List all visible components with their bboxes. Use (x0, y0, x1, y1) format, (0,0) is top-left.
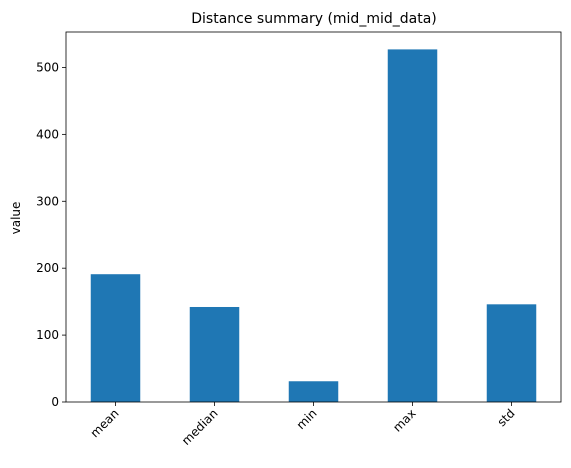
bar-std (486, 304, 537, 402)
bar-min (288, 381, 339, 402)
y-tick-label: 200 (36, 261, 59, 275)
bar-mean (90, 274, 141, 402)
chart-title: Distance summary (mid_mid_data) (191, 11, 436, 27)
bar-max (387, 49, 438, 402)
bar-median (189, 306, 240, 402)
y-tick-label: 500 (36, 60, 59, 74)
y-tick-label: 100 (36, 328, 59, 342)
y-tick-label: 0 (51, 395, 59, 409)
y-tick-label: 300 (36, 194, 59, 208)
y-axis-label: value (9, 202, 23, 235)
y-tick-label: 400 (36, 127, 59, 141)
